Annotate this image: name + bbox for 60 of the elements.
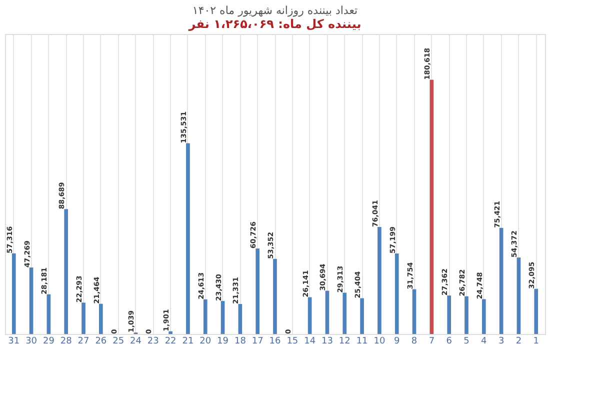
x-tick-label: 26 (95, 336, 107, 346)
x-tick-label: 12 (338, 336, 350, 346)
bar (203, 299, 208, 334)
x-tick-label: 4 (481, 336, 488, 346)
x-tick-label: 1 (533, 336, 539, 346)
bar (308, 297, 312, 334)
x-tick-label: 23 (147, 336, 159, 346)
x-tick-label: 19 (217, 336, 229, 346)
x-tick-label: 25 (112, 336, 124, 346)
bar (64, 209, 68, 334)
bar (378, 226, 382, 334)
x-tick-label: 6 (446, 336, 452, 346)
bar (256, 248, 260, 334)
bar (186, 143, 190, 334)
x-tick-label: 13 (322, 336, 333, 346)
x-tick-label: 10 (374, 336, 386, 346)
bar (360, 298, 364, 334)
x-tick-label: 2 (516, 336, 522, 346)
x-tick-label: 8 (411, 336, 418, 346)
bar (273, 258, 277, 334)
bar (534, 288, 538, 334)
x-tick-label: 18 (234, 336, 246, 346)
x-tick-label: 24 (130, 336, 142, 346)
x-tick-label: 11 (356, 336, 368, 346)
x-tick-label: 20 (200, 336, 212, 346)
x-tick-label: 7 (428, 336, 435, 346)
x-tick-label: 14 (304, 336, 316, 346)
x-tick-label: 22 (164, 336, 176, 346)
chart-subtitle: بیننده کل ماه: ۱،۲۶۵،۰۶۹ نفر (188, 17, 362, 31)
bar (464, 296, 468, 334)
x-tick-label: 5 (464, 336, 470, 346)
bar (447, 295, 451, 334)
chart-title: تعداد بیننده روزانه شهریور ماه ۱۴۰۲ (192, 4, 358, 17)
x-tick-label: 15 (286, 336, 298, 346)
bar (99, 304, 103, 334)
bar (325, 290, 330, 334)
bar (482, 299, 486, 334)
x-tick-label: 31 (8, 336, 20, 346)
bar (412, 289, 416, 334)
bar (220, 301, 225, 334)
bar (394, 253, 399, 334)
x-tick-label: 29 (42, 336, 55, 346)
bar (168, 331, 172, 334)
x-tick-label: 28 (60, 336, 72, 346)
bar (46, 294, 51, 334)
x-tick-label: 9 (394, 336, 400, 346)
bar (516, 257, 521, 334)
bar (499, 228, 504, 334)
x-tick-label: 30 (26, 336, 38, 346)
bar (430, 80, 434, 334)
bar (12, 253, 16, 334)
x-tick-label: 3 (498, 336, 504, 346)
x-tick-label: 21 (182, 336, 194, 346)
x-tick-label: 17 (252, 336, 264, 346)
bar (342, 292, 347, 334)
x-tick-label: 16 (269, 336, 281, 346)
x-tick-label: 27 (78, 336, 90, 346)
bar (238, 304, 242, 334)
bar (29, 267, 34, 334)
bar (82, 302, 86, 334)
